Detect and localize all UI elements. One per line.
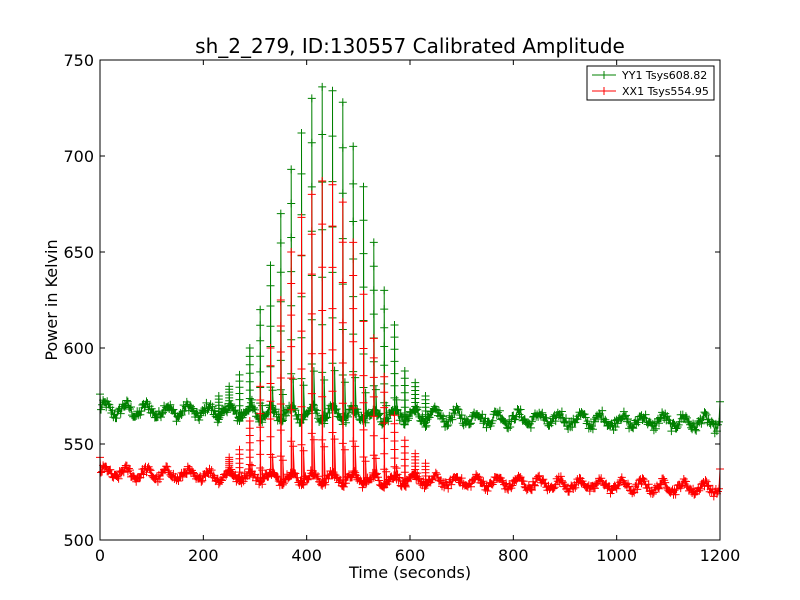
legend-marker <box>600 87 608 95</box>
x-axis-label: Time (seconds) <box>348 563 471 582</box>
legend-label: XX1 Tsys554.95 <box>622 85 709 98</box>
y-tick-label: 650 <box>63 243 94 262</box>
x-tick-label: 1000 <box>596 546 637 565</box>
x-tick-label: 200 <box>188 546 219 565</box>
y-tick-label: 750 <box>63 51 94 70</box>
x-tick-label: 400 <box>291 546 322 565</box>
x-tick-label: 600 <box>395 546 426 565</box>
y-tick-label: 600 <box>63 339 94 358</box>
y-axis-label: Power in Kelvin <box>42 239 61 360</box>
legend-marker <box>600 71 608 79</box>
y-tick-label: 700 <box>63 147 94 166</box>
x-tick-label: 800 <box>498 546 529 565</box>
chart-title: sh_2_279, ID:130557 Calibrated Amplitude <box>195 34 625 58</box>
legend-label: YY1 Tsys608.82 <box>621 69 707 82</box>
legend-box <box>586 65 715 101</box>
plot-area <box>96 82 724 501</box>
y-tick-label: 550 <box>63 435 94 454</box>
y-tick-label: 500 <box>63 531 94 550</box>
x-tick-label: 0 <box>95 546 105 565</box>
axes: 0 200 400 600 800 1000 1200 500 550 600 650 700 750 <box>63 51 740 565</box>
series-1 <box>96 177 724 501</box>
x-tick-label: 1200 <box>700 546 741 565</box>
legend: YY1 Tsys608.82 XX1 Tsys554.95 <box>586 65 715 101</box>
